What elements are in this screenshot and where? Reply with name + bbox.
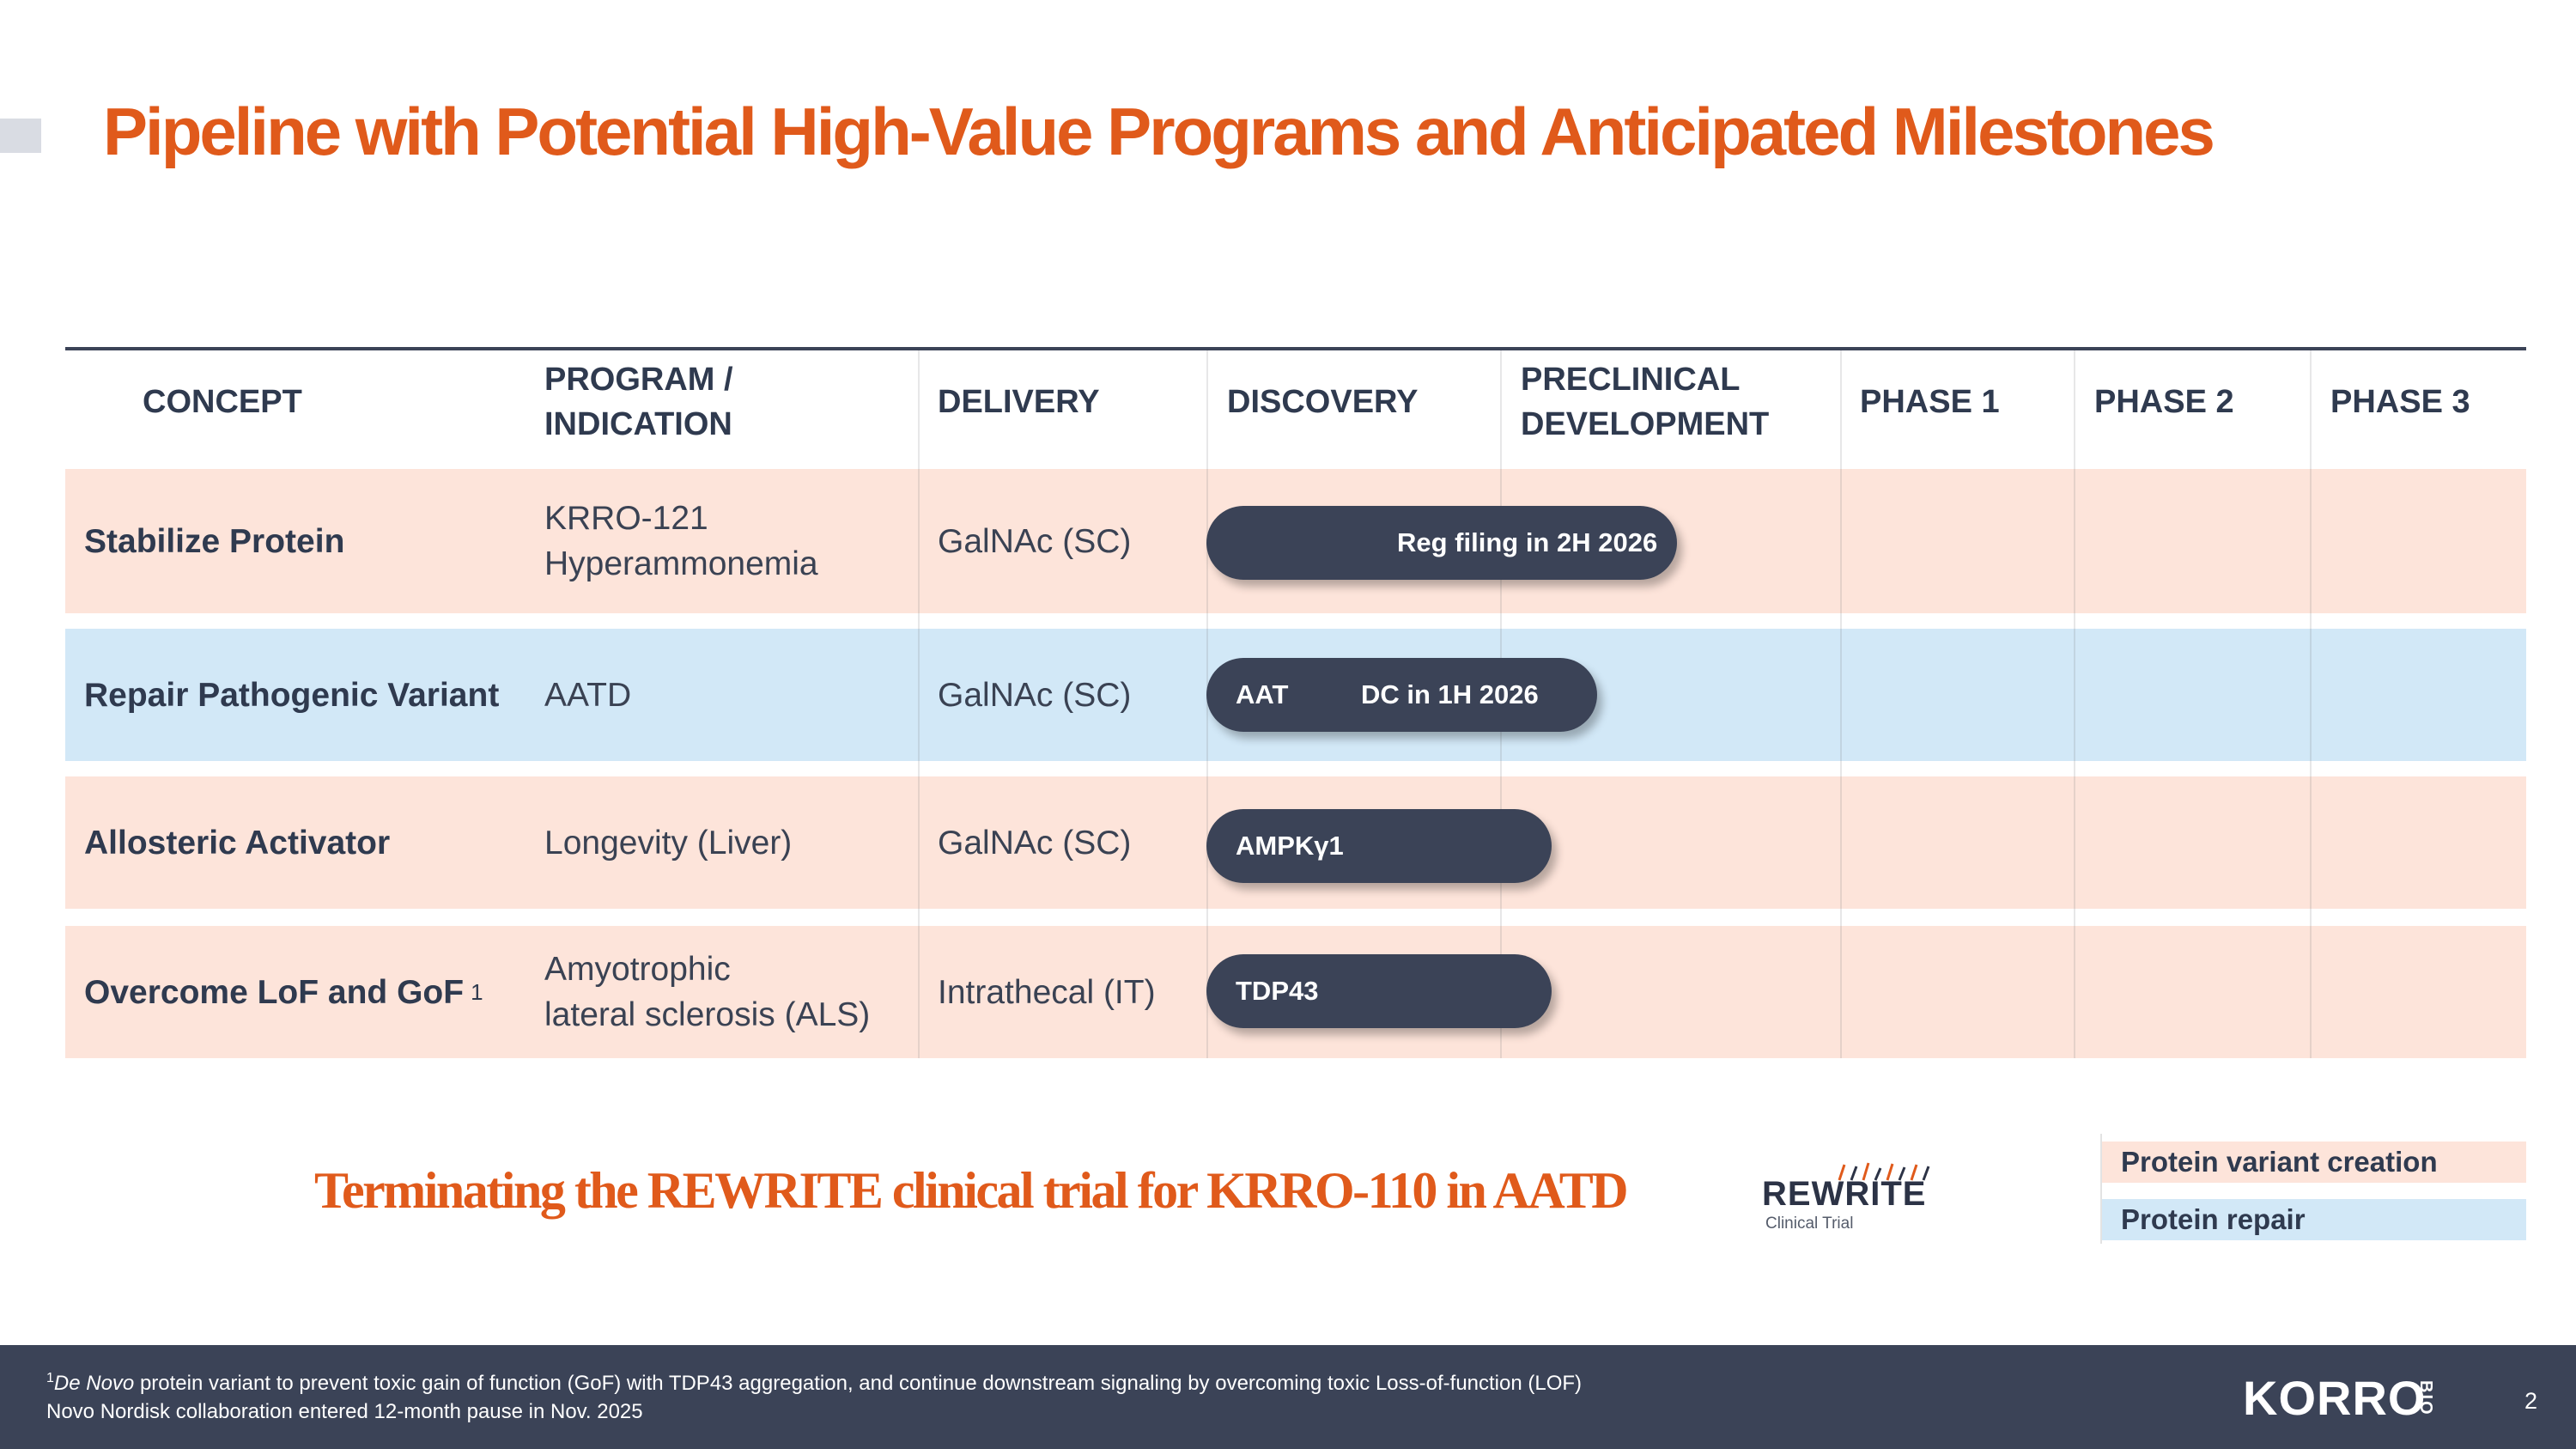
legend-label: Protein variant creation xyxy=(2121,1146,2438,1178)
footnote-1: 1De Novo protein variant to prevent toxi… xyxy=(46,1371,1582,1396)
row-delivery: GalNAc (SC) xyxy=(938,824,1132,861)
row-delivery: Intrathecal (IT) xyxy=(938,973,1156,1011)
title-accent-tab xyxy=(0,119,41,153)
rewrite-termination-headline: Terminating the REWRITE clinical trial f… xyxy=(314,1162,1629,1219)
header-program: PROGRAM / INDICATION xyxy=(544,362,733,442)
footnote-novo-pause: Novo Nordisk collaboration entered 12-mo… xyxy=(46,1400,643,1423)
progress-bar-tdp43: TDP43 xyxy=(1206,954,1552,1028)
header-discovery: DISCOVERY xyxy=(1227,384,1419,420)
column-divider xyxy=(918,350,920,1058)
table-header-row: CONCEPT PROGRAM / INDICATION DELIVERY DI… xyxy=(65,350,2526,454)
column-divider xyxy=(2074,350,2075,1058)
progress-bar-milestone: Reg filing in 2H 2026 xyxy=(1397,527,1658,557)
header-phase2: PHASE 2 xyxy=(2094,384,2234,420)
row-concept: Overcome LoF and GoF 1 xyxy=(84,926,483,1058)
legend-item-protein-repair: Protein repair xyxy=(2102,1199,2526,1240)
footnote-1-text: protein variant to prevent toxic gain of… xyxy=(134,1372,1583,1395)
progress-bar-krro-121: Reg filing in 2H 2026 xyxy=(1206,506,1677,580)
footnote-marker: 1 xyxy=(471,978,483,1005)
legend-label: Protein repair xyxy=(2121,1203,2306,1235)
footnote-1-italic: De Novo xyxy=(53,1372,135,1395)
column-divider xyxy=(2310,350,2312,1058)
column-divider xyxy=(1840,350,1842,1058)
row-concept: Allosteric Activator xyxy=(84,824,391,861)
progress-bar-ampk: AMPKγ1 xyxy=(1206,809,1552,883)
header-preclinical: PRECLINICAL DEVELOPMENT xyxy=(1521,362,1770,442)
row-delivery: GalNAc (SC) xyxy=(938,676,1132,714)
footer-bar xyxy=(0,1345,2576,1449)
rewrite-logo-marks-icon xyxy=(1838,1162,1930,1181)
rewrite-logo: REWRITE Clinical Trial xyxy=(1762,1161,1942,1233)
progress-bar-label: AMPKγ1 xyxy=(1236,831,1344,861)
footnote-1-marker: 1 xyxy=(46,1371,54,1385)
page-number: 2 xyxy=(2524,1388,2538,1414)
slide-title: Pipeline with Potential High-Value Progr… xyxy=(103,94,2215,169)
progress-bar-label: TDP43 xyxy=(1236,976,1319,1006)
header-concept: CONCEPT xyxy=(143,384,302,420)
row-concept: Repair Pathogenic Variant xyxy=(84,676,500,714)
header-phase1: PHASE 1 xyxy=(1860,384,2000,420)
progress-bar-label: AAT xyxy=(1236,679,1289,709)
legend-item-protein-variant-creation: Protein variant creation xyxy=(2102,1142,2526,1183)
row-concept: Stabilize Protein xyxy=(84,522,345,560)
rewrite-logo-subtitle: Clinical Trial xyxy=(1765,1215,1854,1233)
row-program: KRRO-121 Hyperammonemia xyxy=(544,500,818,582)
table-top-rule xyxy=(65,347,2526,350)
row-program: Amyotrophic lateral sclerosis (ALS) xyxy=(544,951,871,1033)
row-concept-text: Overcome LoF and GoF xyxy=(84,973,465,1011)
progress-bar-milestone: DC in 1H 2026 xyxy=(1361,679,1539,709)
rewrite-logo-word: REWRITE xyxy=(1762,1175,1927,1213)
legend-divider xyxy=(2100,1134,2102,1244)
row-program: Longevity (Liver) xyxy=(544,824,793,861)
row-program: AATD xyxy=(544,676,632,714)
progress-bar-aat: AAT DC in 1H 2026 xyxy=(1206,658,1597,732)
korro-logo: KORRO xyxy=(2243,1371,2427,1425)
row-delivery: GalNAc (SC) xyxy=(938,522,1132,560)
korro-logo-bio: BIO xyxy=(2416,1380,2435,1416)
header-delivery: DELIVERY xyxy=(938,384,1100,420)
header-phase3: PHASE 3 xyxy=(2330,384,2470,420)
